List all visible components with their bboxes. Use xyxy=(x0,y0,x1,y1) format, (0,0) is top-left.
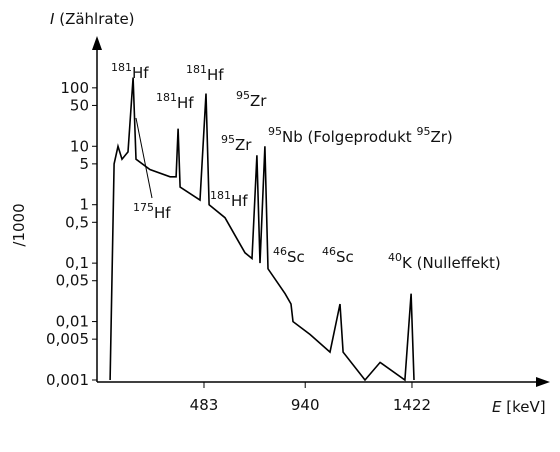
annotation: 46Sc xyxy=(273,245,305,266)
annotation-sup: 95 xyxy=(268,125,282,138)
annotation-text: Hf xyxy=(177,94,194,112)
annotation-text: Nb (Folgeprodukt xyxy=(282,128,416,146)
y-tick-label: 0,005 xyxy=(46,330,89,348)
annotation: 95Nb (Folgeprodukt 95Zr) xyxy=(268,125,453,146)
annotation-sup: 181 xyxy=(111,61,132,74)
annotation-sup: 181 xyxy=(156,91,177,104)
y-tick-label: 0,01 xyxy=(56,313,89,331)
y-tick-label: 100 xyxy=(60,79,89,97)
annotation: 95Zr xyxy=(236,89,267,110)
y-unit: /1000 xyxy=(10,203,28,246)
y-tick-label: 50 xyxy=(70,96,89,114)
y-tick-label: 0,001 xyxy=(46,371,89,389)
leader-line xyxy=(135,117,153,199)
spectrum-line xyxy=(109,77,415,382)
y-tick-label: 0,1 xyxy=(65,254,89,272)
annotation-text: Zr xyxy=(235,136,252,154)
x-tick-label: 483 xyxy=(190,396,219,414)
y-tick-label: 10 xyxy=(70,137,89,155)
annotation-sup: 95 xyxy=(416,125,430,138)
y-tick-label: 0,05 xyxy=(56,272,89,290)
x-tick-label: 1422 xyxy=(393,396,431,414)
annotation-text: Hf xyxy=(132,64,149,82)
y-tick-label: 0,5 xyxy=(65,213,89,231)
annotation-sup: 95 xyxy=(221,133,235,146)
annotation-sup: 175 xyxy=(133,201,154,214)
annotation-text: Zr xyxy=(250,92,267,110)
annotation-text: Hf xyxy=(231,192,248,210)
annotation: 40K (Nulleffekt) xyxy=(388,251,501,272)
annotation-text: Hf xyxy=(154,204,171,222)
annotation-sup: 95 xyxy=(236,89,250,102)
annotation-text: Sc xyxy=(336,248,354,266)
x-label: E [keV] xyxy=(492,398,546,416)
annotation: 181Hf xyxy=(210,189,248,210)
annotation: 181Hf xyxy=(111,61,149,82)
annotation-text: Sc xyxy=(287,248,305,266)
annotation: 181Hf xyxy=(156,91,194,112)
annotation-sup: 181 xyxy=(186,63,207,76)
annotation: 46Sc xyxy=(322,245,354,266)
annotation: 181Hf xyxy=(186,63,224,84)
annotation-text: Hf xyxy=(207,66,224,84)
annotation-sup: 46 xyxy=(273,245,287,258)
annotation: 95Zr xyxy=(221,133,252,154)
annotation-text: K (Nulleffekt) xyxy=(402,254,501,272)
x-arrow xyxy=(536,377,550,387)
y-tick-label: 5 xyxy=(79,155,89,173)
y-tick-label: 1 xyxy=(79,196,89,214)
y-arrow xyxy=(92,36,102,50)
y-label: I (Zählrate) xyxy=(50,10,135,28)
x-tick-label: 940 xyxy=(291,396,320,414)
annotation-text: Zr) xyxy=(430,128,452,146)
annotation-sup: 46 xyxy=(322,245,336,258)
annotation-sup: 40 xyxy=(388,251,402,264)
annotation: 175Hf xyxy=(133,201,171,222)
annotation-sup: 181 xyxy=(210,189,231,202)
